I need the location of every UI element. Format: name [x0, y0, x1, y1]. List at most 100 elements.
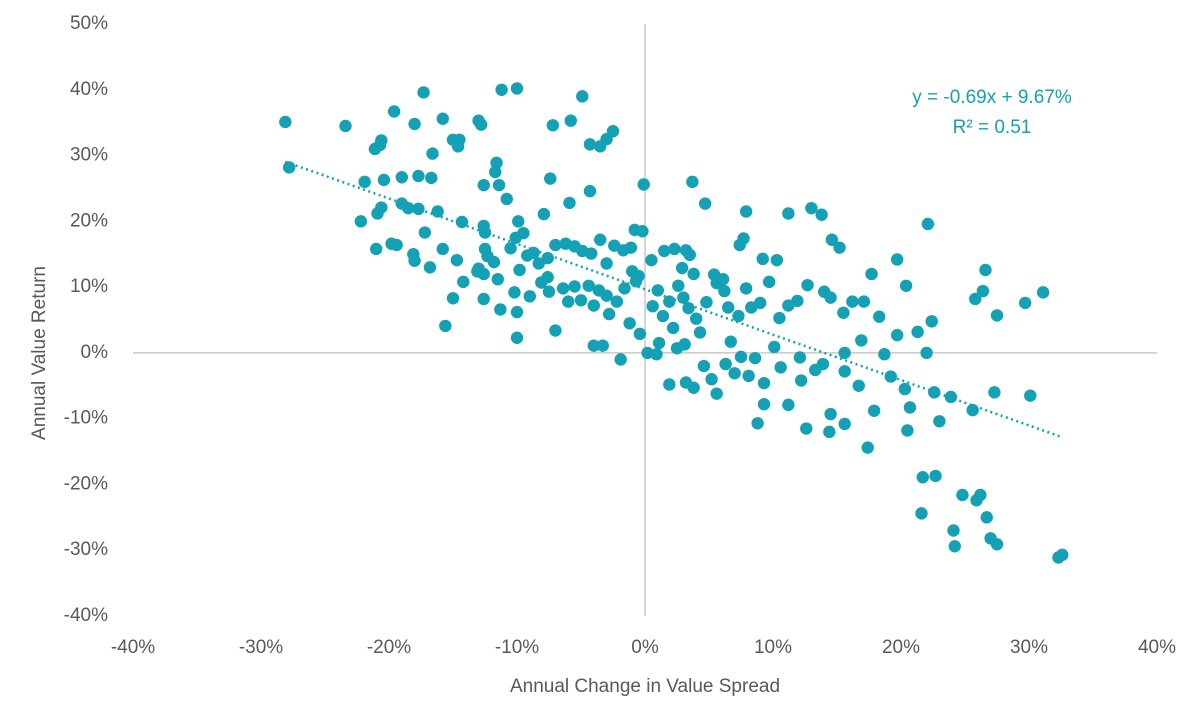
y-tick-label: 30%	[70, 145, 108, 166]
scatter-point	[668, 242, 681, 256]
scatter-point	[542, 285, 556, 298]
scatter-point	[650, 348, 663, 361]
scatter-point	[976, 284, 990, 298]
scatter-point	[451, 140, 465, 153]
scatter-point	[477, 178, 490, 192]
scatter-point	[637, 178, 650, 191]
y-tick-label: 50%	[70, 13, 108, 34]
scatter-point	[510, 331, 524, 344]
scatter-point	[510, 305, 524, 319]
scatter-point	[417, 86, 430, 99]
x-axis-label: Annual Change in Value Spread	[510, 676, 780, 697]
scatter-point	[890, 253, 904, 266]
scatter-point	[282, 161, 296, 174]
scatter-point	[678, 338, 691, 351]
scatter-point	[487, 255, 501, 269]
scatter-point	[793, 351, 807, 364]
scatter-point	[602, 307, 616, 321]
scatter-point	[541, 251, 554, 265]
scatter-point	[990, 538, 1004, 551]
scatter-point	[583, 138, 597, 151]
scatter-point	[920, 346, 933, 360]
scatter-point	[279, 115, 292, 129]
x-tick-label: -20%	[367, 637, 411, 658]
scatter-point	[722, 301, 735, 314]
scatter-point	[636, 225, 649, 238]
scatter-point	[587, 339, 600, 352]
scatter-point	[494, 303, 507, 316]
scatter-point	[672, 279, 685, 292]
scatter-point	[903, 401, 917, 414]
scatter-point	[457, 275, 470, 289]
scatter-point	[478, 226, 492, 239]
scatter-point	[624, 241, 638, 254]
scatter-point	[857, 295, 871, 308]
scatter-point	[756, 252, 769, 266]
scatter-point	[873, 310, 886, 323]
scatter-point	[472, 262, 485, 275]
scatter-point	[698, 197, 712, 210]
scatter-point	[782, 207, 795, 220]
scatter-point	[855, 334, 868, 347]
scatter-point	[956, 488, 969, 502]
scatter-point	[632, 269, 645, 283]
scatter-point	[782, 398, 795, 412]
x-tick-label: 10%	[754, 637, 792, 658]
scatter-point	[824, 407, 837, 421]
scatter-point	[610, 295, 624, 308]
scatter-point	[600, 257, 613, 270]
scatter-point	[510, 82, 524, 95]
scatter-point	[770, 253, 784, 267]
scatter-point	[436, 242, 449, 256]
scatter-point	[666, 321, 680, 335]
scatter-point	[815, 208, 828, 221]
scatter-point	[549, 324, 562, 337]
scatter-point	[724, 335, 737, 348]
scatter-point	[768, 340, 781, 354]
scatter-point	[508, 286, 521, 299]
scatter-point	[582, 279, 595, 292]
scatter-point	[916, 471, 929, 484]
scatter-point	[693, 326, 707, 339]
scatter-point	[838, 365, 851, 378]
scatter-point	[490, 156, 503, 169]
scatter-point	[576, 90, 589, 103]
scatter-point	[929, 469, 942, 483]
x-tick-label: -30%	[239, 637, 283, 658]
x-tick-label: 40%	[1138, 637, 1176, 658]
scatter-point	[339, 119, 352, 133]
scatter-point	[436, 112, 449, 125]
trend-equation: y = -0.69x + 9.67%	[912, 87, 1072, 108]
scatter-point	[517, 226, 530, 240]
scatter-point	[431, 205, 444, 218]
scatter-point	[921, 217, 935, 231]
scatter-point	[395, 171, 408, 184]
scatter-point	[594, 140, 607, 153]
scatter-point	[358, 175, 371, 189]
scatter-point	[532, 257, 545, 270]
scatter-point	[523, 290, 536, 303]
scatter-point	[489, 165, 502, 179]
scatter-point	[418, 226, 432, 239]
scatter-point	[412, 202, 425, 216]
scatter-point	[867, 404, 881, 417]
r-squared: R² = 0.51	[953, 117, 1032, 138]
scatter-point	[865, 267, 878, 281]
scatter-point	[719, 357, 732, 371]
scatter-point	[969, 292, 982, 306]
scatter-point	[439, 319, 452, 333]
scatter-point	[742, 369, 755, 383]
scatter-point	[700, 296, 713, 309]
scatter-point	[899, 279, 913, 292]
scatter-point	[687, 267, 700, 281]
scatter-point	[838, 417, 851, 431]
scatter-point	[563, 196, 576, 210]
y-tick-label: 10%	[70, 276, 108, 297]
scatter-point	[757, 376, 771, 390]
scatter-point	[408, 117, 421, 131]
scatter-point	[947, 524, 960, 537]
scatter-point	[801, 278, 814, 292]
scatter-point	[710, 387, 723, 400]
scatter-point	[690, 312, 703, 325]
